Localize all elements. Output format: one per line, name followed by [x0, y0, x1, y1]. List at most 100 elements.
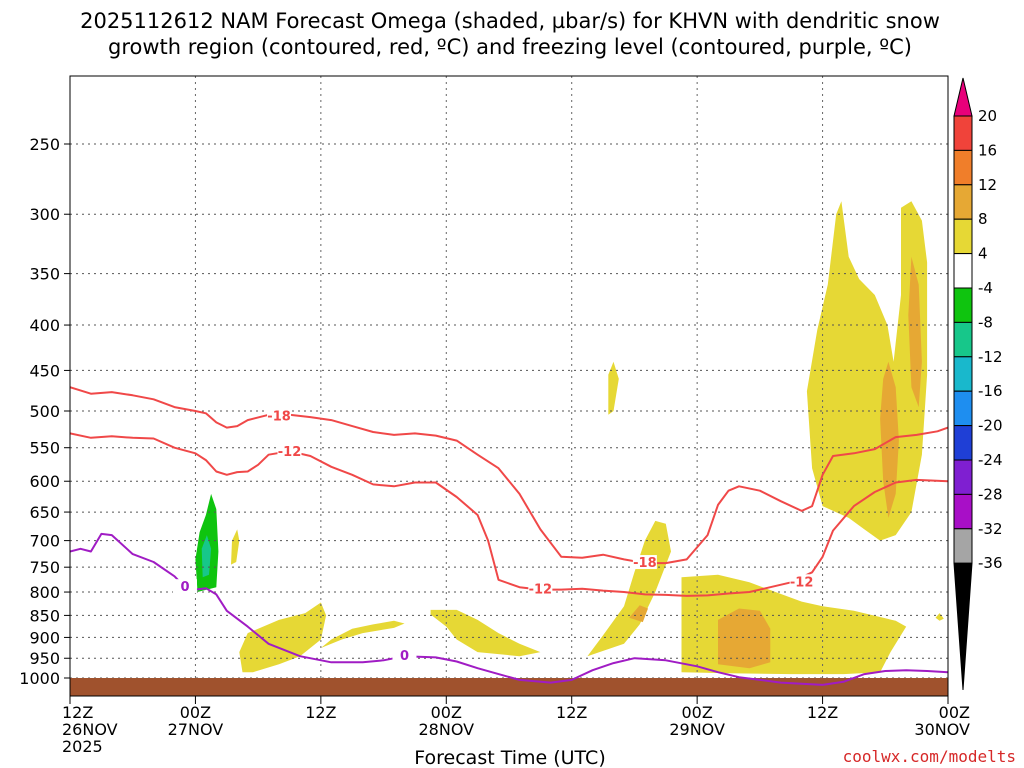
plot-frame: [69, 75, 949, 697]
x-tick-label-24-1: 12Z: [305, 703, 336, 722]
colorbar-label-10: -24: [978, 451, 1003, 469]
colorbar-label-1: 16: [978, 141, 997, 159]
dgz-minus12-label-1: -12: [529, 583, 553, 598]
x-axis-label: Forecast Time (UTC): [414, 747, 605, 768]
colorbar-band-8: [953, 356, 973, 392]
colorbar-label-2: 12: [978, 176, 997, 194]
colorbar-label-0: 20: [978, 107, 997, 125]
y-tick-label-900: 900: [29, 628, 60, 647]
x-tick-label-48-1: 12Z: [556, 703, 587, 722]
y-tick-label-250: 250: [29, 135, 60, 154]
x-tick-label-12-1: 00Z: [180, 703, 211, 722]
dgz-minus18-label-bg: [267, 408, 292, 423]
colorbar-label-9: -20: [978, 417, 1003, 435]
y-tick-label-500: 500: [29, 402, 60, 421]
colorbar-label-11: -28: [978, 485, 1003, 503]
colorbar-label-13: -36: [978, 554, 1003, 572]
colorbar-band-10: [953, 425, 973, 461]
terrain-band: [70, 678, 948, 696]
colorbar-band-12: [953, 493, 973, 530]
dgz-minus12-label-2: -12: [790, 575, 814, 590]
colorbar-label-7: -12: [978, 348, 1003, 366]
freezing-level-0-label-bg: [172, 579, 197, 594]
dgz-minus12-label-bg: [277, 443, 302, 458]
colorbar-band-11: [953, 459, 973, 495]
colorbar-top-triangle: [953, 77, 973, 117]
colorbar-band-9: [953, 390, 973, 427]
freezing-level-0-label-0: 0: [180, 580, 189, 595]
x-tick-label-84-2: 30NOV: [914, 720, 970, 739]
sink-west-1: [239, 602, 327, 673]
dgz-minus12-label-bg: [789, 574, 814, 589]
sink-east-speck: [935, 613, 944, 621]
terrain-rect: [70, 678, 948, 696]
colorbar-bottom-triangle: [953, 562, 973, 691]
y-tick-label-550: 550: [29, 439, 60, 458]
dgz-minus18-label-bg: [632, 555, 657, 570]
colorbar-label-8: -16: [978, 382, 1003, 400]
x-tick-label-72-1: 12Z: [807, 703, 838, 722]
y-tick-label-750: 750: [29, 558, 60, 577]
y-tick-label-700: 700: [29, 532, 60, 551]
freezing-level-0-line: [70, 532, 948, 686]
colorbar: 20 16 12 8 4 -4 -8 -12 -16 -20 -24 -28 -32 -36: [953, 77, 1003, 691]
chart-title-line-2: growth region (contoured, red, ºC) and f…: [108, 35, 912, 59]
contours: -18 -18 -12 -12 -12 0 0: [70, 386, 948, 686]
x-tick-label-84-1: 00Z: [939, 703, 970, 722]
pressure-gridlines: [70, 76, 948, 696]
sink-mid: [587, 520, 671, 657]
sink-east-upper: [806, 201, 928, 541]
colorbar-label-12: -32: [978, 520, 1003, 538]
sink-mid-tiny: [608, 361, 619, 415]
y-tick-label-350: 350: [29, 265, 60, 284]
credit-text: coolwx.com/modelts: [843, 747, 1016, 766]
freezing-level-0-label-bg: [392, 648, 417, 663]
x-tick-label-0-1: 12Z: [62, 703, 93, 722]
colorbar-band-2: [953, 149, 973, 186]
x-tick-label-60-2: 29NOV: [669, 720, 725, 739]
freezing-level-0-label-1: 0: [400, 649, 409, 664]
sink-west-2: [320, 620, 405, 648]
dgz-minus18-label-1: -18: [633, 556, 657, 571]
colorbar-band-1: [953, 115, 973, 151]
y-tick-label-650: 650: [29, 503, 60, 522]
dgz-minus18-label-0: -18: [267, 409, 291, 424]
y-tick-label-450: 450: [29, 361, 60, 380]
y-tick-label-850: 850: [29, 606, 60, 625]
y-tick-label-400: 400: [29, 316, 60, 335]
colorbar-label-6: -8: [978, 313, 993, 331]
y-tick-label-300: 300: [29, 205, 60, 224]
omega-shading: [195, 201, 944, 675]
colorbar-label-5: -4: [978, 279, 993, 297]
colorbar-band-7: [953, 321, 973, 358]
y-tick-label-950: 950: [29, 649, 60, 668]
colorbar-label-3: 8: [978, 210, 988, 228]
y-axis: 250 300 350 400 450 500 550 600 650 700 750 800 850 9…: [19, 135, 70, 688]
colorbar-label-4: 4: [978, 245, 988, 263]
dgz-minus12-label-0: -12: [278, 445, 302, 460]
colorbar-band-6: [953, 287, 973, 323]
sink-small-west: [231, 529, 240, 565]
y-tick-label-600: 600: [29, 472, 60, 491]
x-tick-label-60-1: 00Z: [681, 703, 712, 722]
sink-west-3: [430, 609, 541, 657]
sink-mid-core: [629, 605, 648, 623]
dgz-minus18-line: [70, 386, 948, 565]
dgz-minus12-label-bg: [528, 581, 553, 596]
colorbar-band-5: [953, 253, 973, 289]
chart-title-line-1: 2025112612 NAM Forecast Omega (shaded, µ…: [80, 9, 940, 33]
colorbar-band-13: [953, 528, 973, 564]
x-tick-label-12-2: 27NOV: [168, 720, 224, 739]
x-tick-label-36-2: 28NOV: [418, 720, 474, 739]
x-tick-label-0-2: 26NOV: [62, 720, 118, 739]
colorbar-band-4: [953, 218, 973, 255]
sink-east-low-core: [718, 608, 771, 669]
x-tick-label-36-1: 00Z: [431, 703, 462, 722]
y-tick-label-800: 800: [29, 583, 60, 602]
colorbar-band-3: [953, 184, 973, 220]
sink-east-upper-core-b: [908, 256, 922, 408]
x-tick-label-0-3: 2025: [62, 737, 103, 756]
y-tick-label-1000: 1000: [19, 669, 60, 688]
